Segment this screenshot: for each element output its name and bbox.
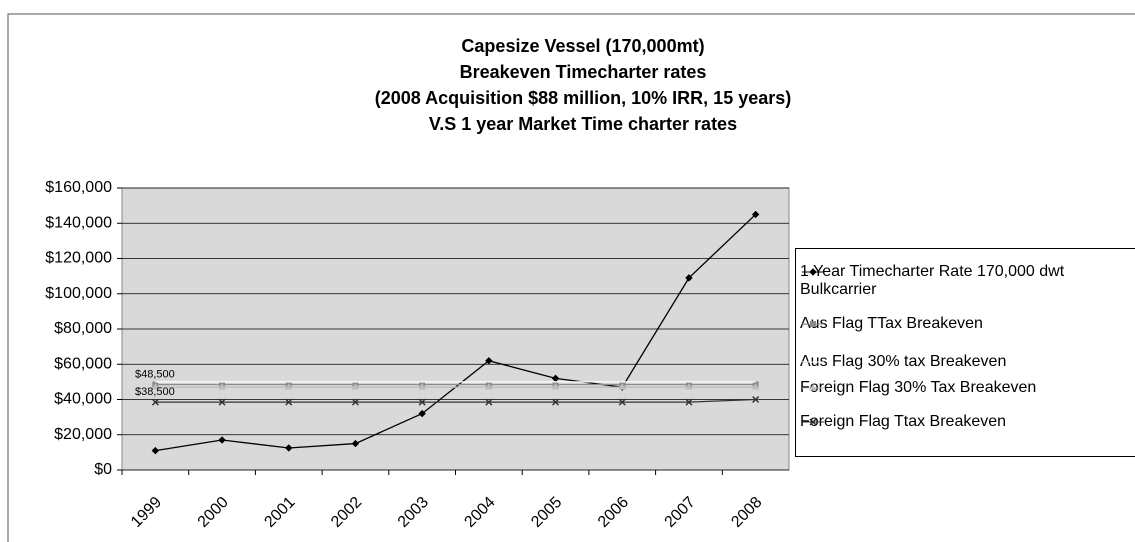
marker xyxy=(551,383,560,390)
marker xyxy=(685,398,693,406)
x-tick-label: 2006 xyxy=(595,494,632,531)
marker xyxy=(285,444,293,452)
marker xyxy=(418,383,427,390)
marker xyxy=(810,321,816,327)
y-tick-label: $100,000 xyxy=(45,285,112,302)
legend-item: Foreign Flag 30% Tax Breakeven xyxy=(800,379,1135,397)
legend-item: Foreign Flag Ttax Breakeven xyxy=(800,413,1135,431)
marker xyxy=(284,383,293,390)
marker xyxy=(484,383,493,390)
x-tick-label: 2003 xyxy=(395,494,432,531)
marker xyxy=(809,384,817,391)
legend-swatch xyxy=(802,268,824,276)
marker xyxy=(218,398,226,406)
marker xyxy=(151,446,160,455)
legend-swatch xyxy=(802,418,824,426)
legend-label: Aus Flag 30% tax Breakeven xyxy=(800,353,1007,370)
y-tick-label: $20,000 xyxy=(54,426,112,443)
marker xyxy=(151,398,159,406)
legend-item: Aus Flag 30% tax Breakeven xyxy=(800,353,1135,371)
annotation: $48,500 xyxy=(135,368,175,380)
marker xyxy=(685,383,693,390)
series-line xyxy=(155,398,756,403)
marker xyxy=(618,383,627,390)
marker xyxy=(351,398,359,406)
legend-swatch xyxy=(802,321,824,327)
x-tick-label: 1999 xyxy=(128,494,165,531)
legend-label: Foreign Flag Ttax Breakeven xyxy=(800,413,1007,430)
y-tick-label: $0 xyxy=(94,461,112,478)
y-tick-label: $160,000 xyxy=(45,179,112,196)
y-tick-label: $80,000 xyxy=(54,320,112,337)
marker xyxy=(751,383,760,390)
y-tick-label: $40,000 xyxy=(54,391,112,408)
marker xyxy=(552,398,560,406)
legend-label: 1 Year Timecharter Rate 170,000 dwt Bulk… xyxy=(800,263,1065,298)
marker xyxy=(351,439,360,448)
x-tick-label: 2007 xyxy=(662,494,699,531)
x-tick-label: 2000 xyxy=(195,494,232,531)
legend-swatch xyxy=(802,384,824,391)
x-tick-label: 2008 xyxy=(728,494,765,531)
marker xyxy=(151,383,160,390)
x-tick-label: 2002 xyxy=(328,494,365,531)
legend-item: Aus Flag TTax Breakeven xyxy=(800,315,1135,333)
marker xyxy=(285,398,293,406)
x-tick-label: 2005 xyxy=(528,494,565,531)
marker xyxy=(418,398,426,406)
marker xyxy=(809,418,817,426)
chart-title: Capesize Vessel (170,000mt) xyxy=(461,36,704,56)
marker xyxy=(351,383,360,390)
y-tick-label: $140,000 xyxy=(45,214,112,231)
marker xyxy=(809,268,817,276)
x-tick-label: 2004 xyxy=(461,494,498,531)
chart-title: Breakeven Timecharter rates xyxy=(460,62,707,82)
marker xyxy=(485,357,493,365)
y-tick-label: $60,000 xyxy=(54,355,112,372)
marker xyxy=(485,398,493,406)
y-tick-label: $120,000 xyxy=(45,250,112,267)
marker xyxy=(751,210,760,219)
marker xyxy=(752,395,760,404)
marker xyxy=(218,383,226,390)
legend: 1 Year Timecharter Rate 170,000 dwt Bulk… xyxy=(795,248,1135,457)
marker xyxy=(685,274,693,282)
chart-title: V.S 1 year Market Time charter rates xyxy=(429,114,737,134)
legend-label: Aus Flag TTax Breakeven xyxy=(800,315,983,332)
x-tick-label: 2001 xyxy=(261,494,298,531)
legend-swatch xyxy=(802,361,824,363)
marker xyxy=(618,398,626,406)
legend-label: Foreign Flag 30% Tax Breakeven xyxy=(800,379,1037,396)
chart-frame xyxy=(7,13,1135,542)
chart-title: (2008 Acquisition $88 million, 10% IRR, … xyxy=(375,88,792,108)
annotation: $38,500 xyxy=(135,386,175,398)
marker xyxy=(218,436,226,444)
legend-item: 1 Year Timecharter Rate 170,000 dwt Bulk… xyxy=(800,263,1135,299)
marker xyxy=(418,409,426,418)
